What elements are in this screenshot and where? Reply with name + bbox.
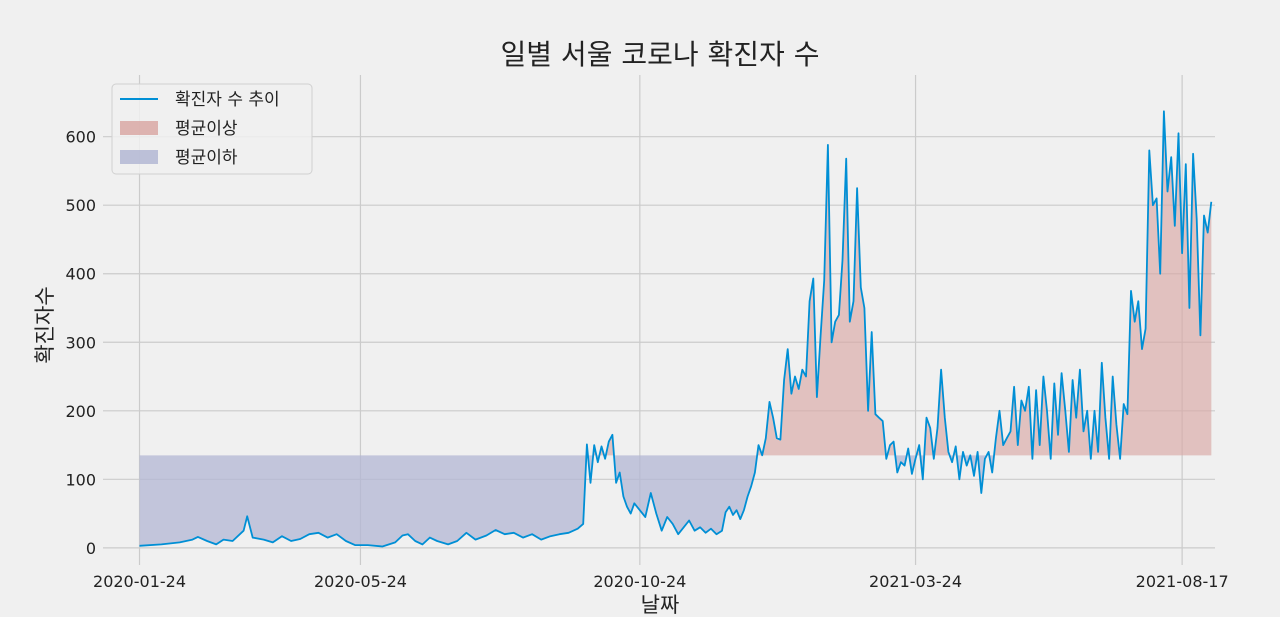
legend-label: 평균이하 [175,148,238,168]
x-axis-title: 날짜 [641,593,680,617]
legend-label: 확진자 수 추이 [175,90,280,110]
y-tick-label: 0 [86,539,96,558]
y-tick-label: 600 [65,128,96,147]
x-tick-label: 2020-01-24 [93,572,186,591]
y-tick-label: 500 [65,196,96,215]
legend-patch-swatch [120,150,158,164]
y-tick-label: 100 [65,470,96,489]
y-tick-label: 300 [65,333,96,352]
legend-patch-swatch [120,121,158,135]
x-tick-label: 2021-03-24 [869,572,962,591]
x-tick-label: 2020-10-24 [593,572,686,591]
mean-fill-areas [139,111,1212,547]
legend-box [111,83,313,175]
chart-title: 일별 서울 코로나 확진자 수 [501,38,820,71]
y-tick-label: 200 [65,402,96,421]
x-tick-label: 2020-05-24 [314,572,407,591]
tick-labels: 0 100 200 300 400 500 600 2020-01-24 2020-05-24 2… [65,128,1228,591]
y-tick-label: 400 [65,265,96,284]
legend-label: 평균이상 [175,119,238,139]
below-mean-fill [139,455,1121,547]
x-tick-label: 2021-08-17 [1136,572,1229,591]
y-axis-title: 확진자수 [33,286,57,363]
above-mean-fill [586,111,1212,456]
series-lines [139,110,1213,548]
series-line [139,110,1213,548]
